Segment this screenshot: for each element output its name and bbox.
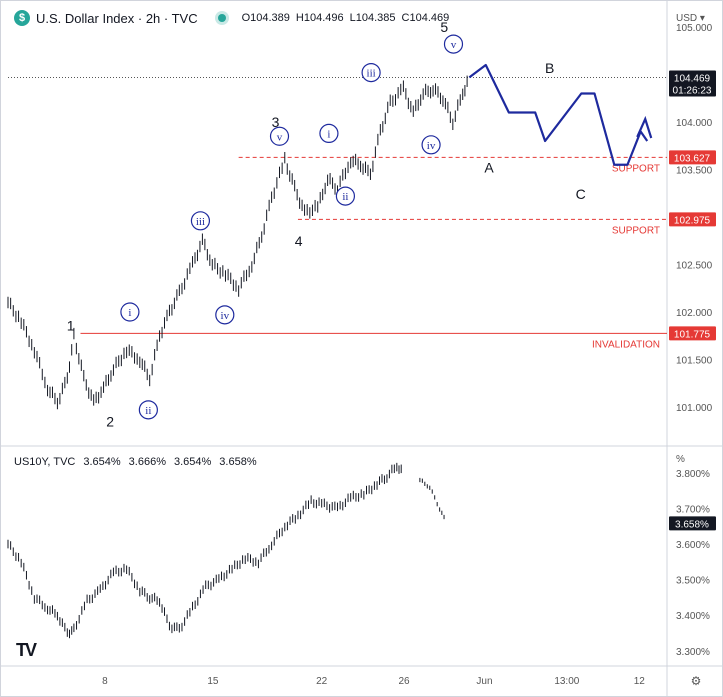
price-tag <box>669 212 716 227</box>
wave-label: 2 <box>106 413 114 429</box>
gear-icon[interactable]: ⚙ <box>690 674 702 688</box>
wave-label-circle <box>421 135 441 155</box>
y-tick-label: 101.000 <box>676 403 713 414</box>
x-tick-label: 15 <box>207 676 219 687</box>
wave-label: 5 <box>440 19 448 35</box>
lower-price-tag-label: 3.658% <box>675 519 709 530</box>
price-tag-label: 103.627 <box>674 153 711 164</box>
level-label: SUPPORT <box>612 163 660 174</box>
wave-label-circle <box>319 123 339 143</box>
x-tick-label: 8 <box>102 676 108 687</box>
wave-label: ii <box>145 405 151 417</box>
wave-label: i <box>128 307 131 319</box>
wave-label: 3 <box>272 114 280 130</box>
wave-label-circle <box>120 302 140 322</box>
y-tick-label: 104.000 <box>676 118 713 129</box>
price-tag <box>669 70 716 97</box>
wave-label: i <box>327 128 330 140</box>
wave-label: C <box>576 186 586 202</box>
dollar-sign-icon: $ <box>14 10 30 26</box>
lower-y-tick-label: 3.700% <box>676 504 710 515</box>
wave-label: iv <box>427 140 436 152</box>
wave-label: v <box>451 39 457 51</box>
x-tick-label: 13:00 <box>554 676 579 687</box>
ohlc-low: L104.385 <box>349 12 396 24</box>
wave-label: ii <box>342 191 348 203</box>
wave-label: iv <box>221 310 230 322</box>
lower-value-1: 3.654% <box>83 456 121 468</box>
lower-value-4: 3.658% <box>219 456 257 468</box>
wave-label-circle <box>138 400 158 420</box>
wave-label: 4 <box>295 233 303 249</box>
level-label: INVALIDATION <box>592 339 660 350</box>
price-tag-countdown: 01:26:23 <box>673 85 712 96</box>
lower-price-tag <box>669 516 716 531</box>
projection-path <box>468 63 649 166</box>
y-tick-label: 103.500 <box>676 166 713 177</box>
lower-unit-label: % <box>676 454 685 465</box>
symbol-title[interactable]: U.S. Dollar Index · 2h · TVC <box>36 10 198 26</box>
ohlc-close: C104.469 <box>401 12 450 24</box>
wave-label-circle <box>190 211 211 231</box>
tradingview-logo-icon[interactable]: TV <box>16 640 37 660</box>
projection-arrowhead <box>636 115 653 139</box>
y-tick-label: 101.500 <box>676 356 713 367</box>
wave-label: iii <box>196 216 205 228</box>
currency-label: USD ▾ <box>676 13 705 24</box>
x-tick-label: 26 <box>398 676 410 687</box>
wave-label: A <box>484 160 494 176</box>
lower-legend: US10Y, TVC 3.654% 3.666% 3.654% 3.658% <box>14 456 257 468</box>
lower-y-tick-label: 3.400% <box>676 611 710 622</box>
lower-y-tick-label: 3.800% <box>676 469 710 480</box>
wave-label-circle <box>335 186 356 206</box>
y-tick-label: 102.500 <box>676 261 713 272</box>
y-tick-label: 105.000 <box>676 23 713 34</box>
ohlc-open: O104.389 <box>241 12 290 24</box>
lower-value-2: 3.666% <box>128 456 166 468</box>
price-tag-label: 104.469 <box>674 73 711 84</box>
wave-label-circle <box>361 62 381 83</box>
lower-value-3: 3.654% <box>173 456 212 468</box>
lower-y-tick-label: 3.300% <box>676 647 710 658</box>
ohlc-high: H104.496 <box>295 12 344 24</box>
price-tag <box>669 326 716 341</box>
wave-label: iii <box>367 68 376 80</box>
wave-label-circle <box>269 126 290 146</box>
wave-label-circle <box>443 34 464 54</box>
lower-symbol[interactable]: US10Y, TVC <box>14 456 76 468</box>
main-legend: $ U.S. Dollar Index · 2h · TVC O104.389 … <box>14 10 449 26</box>
wave-label: v <box>277 131 283 143</box>
lower-y-tick-label: 3.600% <box>676 540 710 551</box>
wave-label-circle <box>215 305 235 325</box>
y-tick-label: 102.000 <box>676 308 713 319</box>
price-tag-label: 102.975 <box>674 215 711 226</box>
wave-label: 1 <box>67 317 75 333</box>
market-status-icon <box>217 14 226 22</box>
price-tag <box>669 150 716 165</box>
price-tag-label: 101.775 <box>674 329 711 340</box>
x-tick-label: 12 <box>634 676 646 687</box>
level-label: SUPPORT <box>612 225 660 236</box>
x-tick-label: Jun <box>476 676 492 687</box>
wave-label: B <box>545 60 554 76</box>
x-tick-label: 22 <box>316 676 328 687</box>
lower-y-tick-label: 3.500% <box>676 576 710 587</box>
